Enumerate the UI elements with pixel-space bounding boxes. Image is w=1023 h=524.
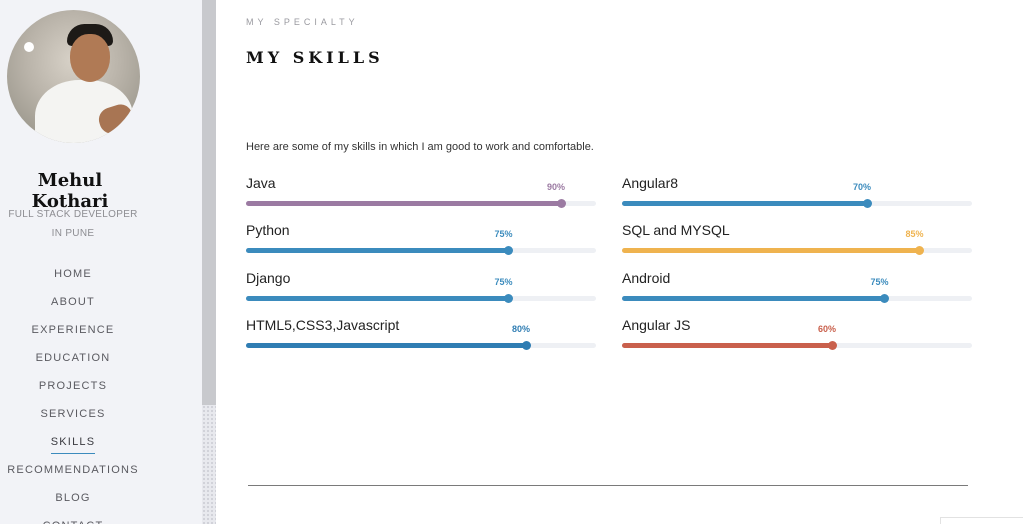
nav-item-services[interactable]: SERVICES bbox=[0, 402, 146, 430]
skill-percent: 90% bbox=[546, 182, 566, 192]
skill-progress-knob bbox=[504, 246, 513, 255]
skill-label: Android bbox=[622, 270, 671, 286]
skill-item: Django 75% bbox=[246, 270, 596, 310]
skill-progress-knob bbox=[556, 199, 566, 208]
sidebar: Mehul Kothari FULL STACK DEVELOPER IN PU… bbox=[0, 0, 202, 524]
nav-label: EXPERIENCE bbox=[31, 324, 115, 336]
profile-role-line1: FULL STACK DEVELOPER bbox=[8, 209, 138, 220]
section-intro: Here are some of my skills in which I am… bbox=[246, 141, 594, 153]
skill-label: Python bbox=[246, 222, 290, 238]
sidebar-nav: HOME ABOUT EXPERIENCE EDUCATION PROJECTS… bbox=[0, 262, 146, 524]
profile-role: FULL STACK DEVELOPER IN PUNE bbox=[0, 205, 146, 243]
skill-progress-fill bbox=[622, 201, 867, 206]
sidebar-scrollbar-thumb[interactable] bbox=[202, 0, 216, 405]
nav-item-contact[interactable]: CONTACT bbox=[0, 514, 146, 524]
skill-label: HTML5,CSS3,Javascript bbox=[246, 317, 400, 333]
skill-label: Django bbox=[246, 270, 291, 286]
nav-label: EDUCATION bbox=[35, 352, 111, 364]
skill-percent: 80% bbox=[511, 324, 531, 334]
skill-progress-knob bbox=[827, 341, 837, 350]
skill-progress-fill bbox=[246, 248, 509, 253]
skill-percent: 75% bbox=[870, 277, 889, 287]
nav-item-projects[interactable]: PROJECTS bbox=[0, 374, 146, 402]
nav-item-blog[interactable]: BLOG bbox=[0, 486, 146, 514]
skill-progress-track bbox=[622, 294, 972, 303]
skill-item: Android 75% bbox=[622, 270, 972, 310]
skill-item: SQL and MYSQL 85% bbox=[622, 222, 972, 262]
skill-progress-knob bbox=[504, 294, 513, 303]
skill-label: Angular8 bbox=[622, 175, 679, 191]
nav-label: CONTACT bbox=[43, 516, 104, 524]
skill-percent: 70% bbox=[852, 182, 872, 192]
avatar bbox=[7, 10, 140, 143]
skill-progress-fill bbox=[622, 296, 885, 301]
skill-percent: 75% bbox=[494, 277, 513, 287]
skill-item: Angular JS 60% bbox=[622, 317, 972, 357]
profile-name: Mehul Kothari bbox=[31, 170, 109, 212]
skill-label: Java bbox=[246, 175, 276, 191]
skill-percent: 85% bbox=[905, 229, 924, 239]
dotted-divider bbox=[202, 405, 216, 524]
skill-progress-track bbox=[246, 341, 596, 350]
skill-item: Angular8 70% bbox=[622, 175, 972, 215]
nav-label: HOME bbox=[54, 268, 92, 280]
skill-progress-track bbox=[246, 199, 596, 208]
skill-progress-track bbox=[246, 294, 596, 303]
skill-label: SQL and MYSQL bbox=[622, 222, 730, 238]
corner-box bbox=[940, 517, 1023, 524]
nav-item-about[interactable]: ABOUT bbox=[0, 290, 146, 318]
nav-label: ABOUT bbox=[51, 296, 95, 308]
sidebar-scrollbar[interactable] bbox=[202, 0, 216, 524]
skill-progress-fill bbox=[622, 248, 920, 253]
skill-label: Angular JS bbox=[622, 317, 691, 333]
nav-item-home[interactable]: HOME bbox=[0, 262, 146, 290]
profile-role-line2: IN PUNE bbox=[51, 228, 95, 239]
nav-item-recommendations[interactable]: RECOMMENDATIONS bbox=[0, 458, 146, 486]
skill-percent: 75% bbox=[494, 229, 513, 239]
skill-progress-track bbox=[622, 341, 972, 350]
skill-progress-track bbox=[246, 246, 596, 255]
skill-progress-track bbox=[622, 246, 972, 255]
nav-item-education[interactable]: EDUCATION bbox=[0, 346, 146, 374]
skill-progress-fill bbox=[246, 201, 561, 206]
nav-label: RECOMMENDATIONS bbox=[7, 464, 139, 476]
nav-label: SKILLS bbox=[50, 432, 96, 454]
nav-label: BLOG bbox=[55, 492, 91, 504]
skills-section: MY SPECIALTY MY SKILLS Here are some of … bbox=[216, 0, 1023, 524]
skill-item: HTML5,CSS3,Javascript 80% bbox=[246, 317, 596, 357]
skill-progress-fill bbox=[246, 343, 526, 348]
skill-progress-knob bbox=[862, 199, 872, 208]
section-eyebrow: MY SPECIALTY bbox=[246, 17, 359, 27]
nav-item-experience[interactable]: EXPERIENCE bbox=[0, 318, 146, 346]
skill-progress-fill bbox=[622, 343, 832, 348]
skill-progress-knob bbox=[521, 341, 531, 350]
nav-label: PROJECTS bbox=[38, 380, 108, 392]
skill-progress-knob bbox=[880, 294, 889, 303]
skill-progress-knob bbox=[915, 246, 924, 255]
section-divider bbox=[248, 485, 968, 486]
skill-progress-track bbox=[622, 199, 972, 208]
nav-label: SERVICES bbox=[40, 408, 106, 420]
skill-percent: 60% bbox=[817, 324, 837, 334]
skill-progress-fill bbox=[246, 296, 509, 301]
section-title: MY SKILLS bbox=[246, 48, 384, 67]
skill-item: Python 75% bbox=[246, 222, 596, 262]
nav-item-skills[interactable]: SKILLS bbox=[0, 430, 146, 458]
skill-item: Java 90% bbox=[246, 175, 596, 215]
